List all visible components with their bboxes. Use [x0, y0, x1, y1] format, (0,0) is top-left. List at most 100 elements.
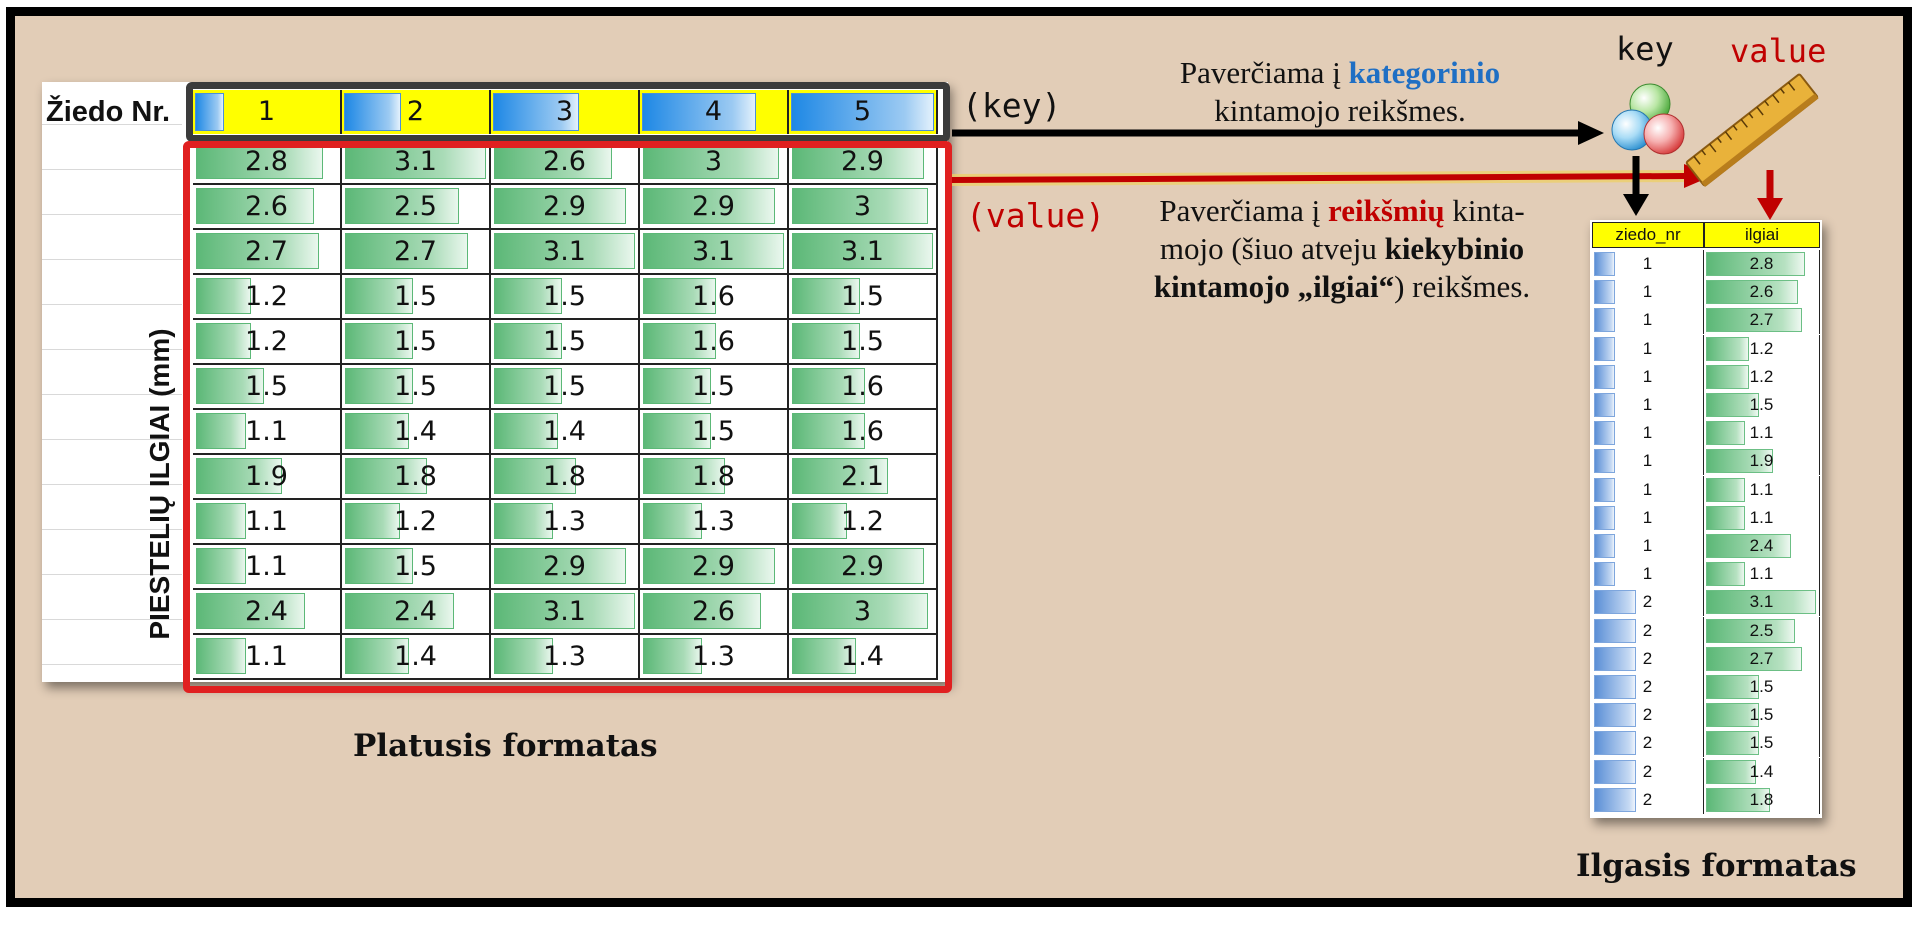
table-cell: 1.4 [491, 410, 640, 455]
cell-data-bar [345, 233, 468, 269]
cell-data-bar [345, 593, 455, 629]
long-cell-value: 1 [1642, 479, 1653, 499]
long-cell-value: 1.1 [1749, 423, 1774, 443]
long-cell-data-bar [1594, 477, 1616, 502]
long-key-cell: 1 [1592, 334, 1704, 363]
header-value: 2 [406, 96, 425, 127]
long-cell-value: 1.5 [1749, 395, 1774, 414]
category-annotation-pre: Paverčiama į [1179, 55, 1349, 90]
long-cell-value: 1.4 [1749, 761, 1774, 781]
cell-data-bar [196, 278, 251, 314]
key-word-label: key [1616, 30, 1674, 68]
long-cell-data-bar [1594, 646, 1637, 671]
long-value-cell: 2.7 [1704, 644, 1820, 673]
cell-value: 2.9 [841, 146, 884, 177]
table-cell: 1.8 [342, 455, 491, 500]
cell-data-bar [494, 188, 626, 224]
long-cell-data-bar [1706, 534, 1792, 558]
long-cell-data-bar [1594, 421, 1616, 446]
value-annotation-em: reikšmių [1328, 193, 1445, 228]
cell-value: 2.9 [543, 191, 586, 222]
cell-value: 1.6 [841, 416, 884, 447]
table-cell: 3.1 [491, 590, 640, 635]
cell-value: 2.6 [543, 146, 586, 177]
cell-value: 1.8 [692, 461, 735, 492]
cell-data-bar [643, 458, 725, 494]
table-cell: 1.5 [342, 275, 491, 320]
cell-value: 1.6 [692, 326, 735, 357]
value-annotation-line3: ) reikšmes. [1394, 269, 1531, 304]
long-cell-value: 1.1 [1749, 479, 1774, 499]
header-data-bar [642, 93, 757, 131]
long-key-cell: 1 [1592, 532, 1704, 560]
long-cell-data-bar [1706, 336, 1749, 361]
table-cell: 1.2 [789, 500, 938, 545]
cell-data-bar [494, 413, 558, 449]
cell-value: 1.1 [245, 416, 288, 447]
cell-data-bar [792, 278, 861, 314]
long-cell-data-bar [1594, 590, 1637, 615]
table-cell: 2.9 [491, 545, 640, 590]
long-key-cell: 2 [1592, 701, 1704, 730]
long-value-cell: 2.4 [1704, 532, 1820, 560]
cell-value: 1.2 [245, 326, 288, 357]
long-value-cell: 3.1 [1704, 588, 1820, 617]
long-cell-value: 1.5 [1749, 677, 1774, 696]
long-format-caption: Ilgasis formatas [1576, 848, 1857, 884]
long-cell-value: 2.5 [1749, 620, 1774, 640]
value-annotation-line2: mojo (šiuo atveju [1159, 231, 1385, 266]
long-cell-data-bar [1594, 731, 1637, 756]
table-cell: 1.1 [193, 635, 342, 680]
long-cell-value: 1 [1642, 536, 1653, 555]
cell-data-bar [196, 413, 247, 449]
long-cell-data-bar [1594, 252, 1616, 276]
cell-data-bar [345, 458, 427, 494]
cell-data-bar [643, 278, 716, 314]
cell-data-bar [643, 413, 712, 449]
table-cell: 2.5 [342, 185, 491, 230]
value-annotation-post: kinta- [1444, 193, 1525, 228]
cell-value: 2.9 [692, 551, 735, 582]
cell-value: 1.2 [841, 506, 884, 537]
long-cell-value: 2.8 [1749, 254, 1774, 273]
cell-data-bar [196, 548, 247, 584]
table-cell: 1.1 [193, 545, 342, 590]
cell-value: 2.1 [841, 461, 884, 492]
cell-data-bar [792, 593, 929, 629]
long-cell-value: 1 [1642, 338, 1653, 358]
cell-value: 2.7 [245, 236, 288, 267]
cell-data-bar [792, 188, 929, 224]
table-cell: 1.5 [491, 320, 640, 365]
long-cell-data-bar [1706, 364, 1749, 389]
cell-value: 1.9 [245, 461, 288, 492]
cell-value: 1.3 [692, 506, 735, 537]
long-cell-value: 1 [1642, 451, 1653, 471]
cell-data-bar [494, 548, 626, 584]
cell-value: 1.8 [394, 461, 437, 492]
cell-value: 1.1 [245, 551, 288, 582]
long-cell-value: 2.7 [1749, 648, 1774, 668]
cell-value: 2.5 [394, 191, 437, 222]
long-value-cell: 1.5 [1704, 729, 1820, 758]
cell-value: 1.4 [394, 641, 437, 672]
category-annotation: Paverčiama į kategorinio kintamojo reikš… [1130, 54, 1550, 130]
cell-data-bar [792, 548, 924, 584]
cell-value: 3.1 [692, 236, 735, 267]
long-cell-value: 2 [1642, 677, 1653, 696]
table-cell: 1.2 [193, 275, 342, 320]
long-cell-data-bar [1706, 308, 1802, 333]
table-cell: 1.6 [789, 410, 938, 455]
cell-data-bar [643, 233, 784, 269]
long-cell-data-bar [1594, 280, 1616, 305]
long-cell-value: 1 [1642, 395, 1653, 414]
cell-value: 2.9 [543, 551, 586, 582]
long-key-cell: 2 [1592, 785, 1704, 814]
long-cell-data-bar [1594, 534, 1616, 558]
long-cell-data-bar [1706, 449, 1774, 474]
long-value-cell: 1.1 [1704, 419, 1820, 448]
table-cell: 2.4 [342, 590, 491, 635]
header-data-bar [791, 93, 934, 131]
long-cell-data-bar [1706, 590, 1816, 615]
header-cell-2: 2 [342, 90, 491, 134]
long-cell-data-bar [1594, 308, 1616, 333]
